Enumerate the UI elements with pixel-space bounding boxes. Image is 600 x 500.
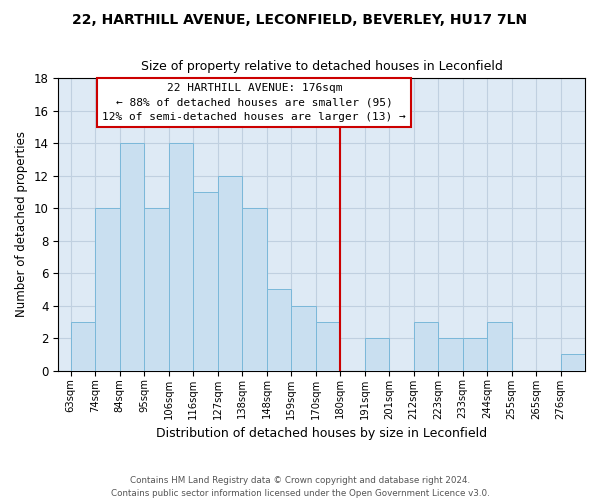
Bar	[119, 144, 144, 370]
Bar	[71, 322, 95, 370]
Bar	[218, 176, 242, 370]
Bar	[463, 338, 487, 370]
Bar	[438, 338, 463, 370]
Text: Contains HM Land Registry data © Crown copyright and database right 2024.
Contai: Contains HM Land Registry data © Crown c…	[110, 476, 490, 498]
Text: 22 HARTHILL AVENUE: 176sqm
← 88% of detached houses are smaller (95)
12% of semi: 22 HARTHILL AVENUE: 176sqm ← 88% of deta…	[103, 83, 406, 122]
Y-axis label: Number of detached properties: Number of detached properties	[15, 132, 28, 318]
Bar	[316, 322, 340, 370]
Bar	[487, 322, 512, 370]
Text: 22, HARTHILL AVENUE, LECONFIELD, BEVERLEY, HU17 7LN: 22, HARTHILL AVENUE, LECONFIELD, BEVERLE…	[73, 12, 527, 26]
Bar	[413, 322, 438, 370]
Bar	[291, 306, 316, 370]
Bar	[169, 144, 193, 370]
Bar	[193, 192, 218, 370]
Title: Size of property relative to detached houses in Leconfield: Size of property relative to detached ho…	[141, 60, 503, 73]
X-axis label: Distribution of detached houses by size in Leconfield: Distribution of detached houses by size …	[156, 427, 487, 440]
Bar	[266, 290, 291, 370]
Bar	[242, 208, 266, 370]
Bar	[144, 208, 169, 370]
Bar	[365, 338, 389, 370]
Bar	[95, 208, 119, 370]
Bar	[560, 354, 585, 370]
